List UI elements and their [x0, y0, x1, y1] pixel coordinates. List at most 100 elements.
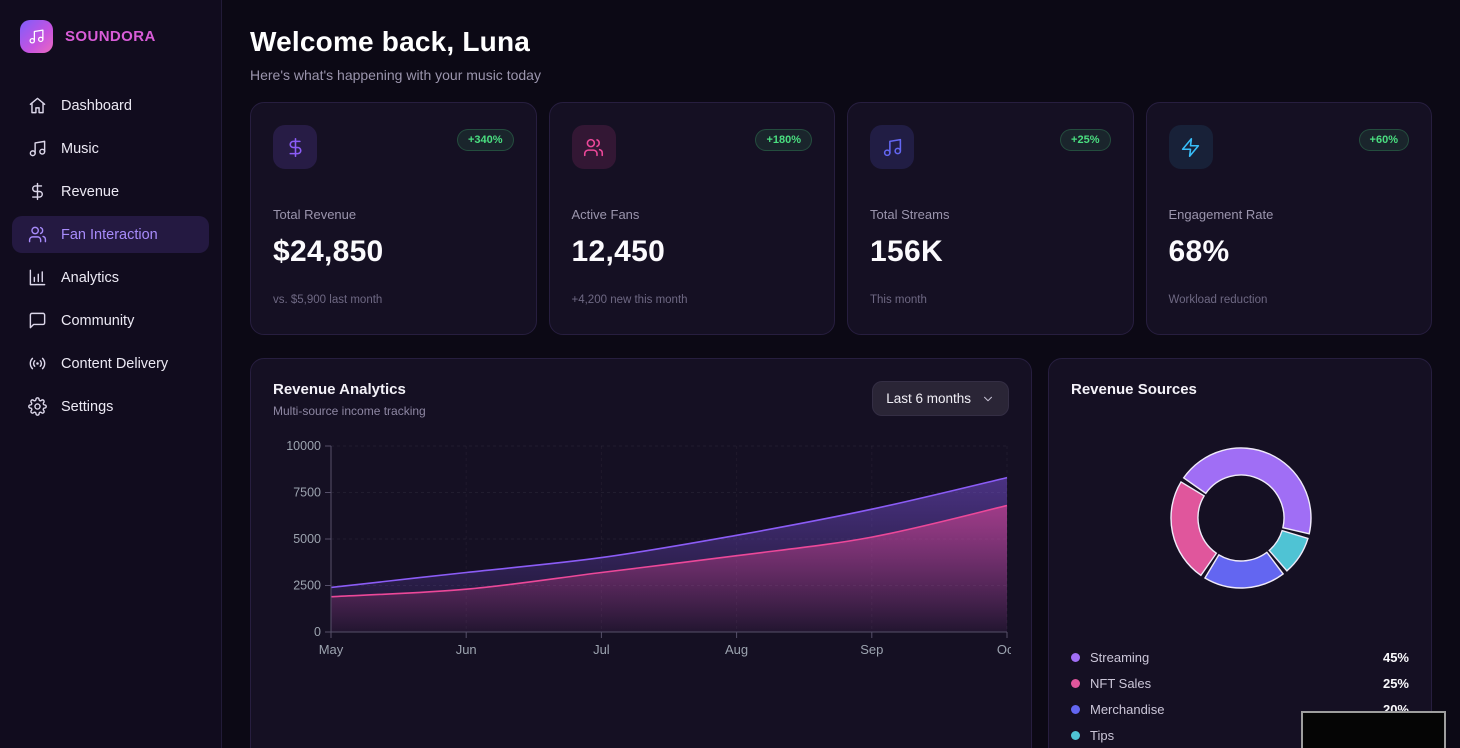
sidebar-item-label: Community — [61, 312, 135, 329]
growth-badge: +60% — [1358, 129, 1409, 151]
revenue-sources-donut — [1071, 406, 1409, 639]
sidebar-item-settings[interactable]: Settings — [12, 388, 209, 425]
revenue-analytics-title: Revenue Analytics — [273, 381, 406, 398]
date-range-value: Last 6 months — [886, 391, 971, 406]
bar-chart-icon — [28, 268, 47, 287]
home-icon — [28, 96, 47, 115]
revenue-sources-card: Revenue Sources Streaming 45% NFT Sales 25%… — [1048, 358, 1432, 748]
sidebar-item-content-delivery[interactable]: Content Delivery — [12, 345, 209, 382]
svg-text:Oct: Oct — [997, 642, 1011, 657]
sidebar-item-music[interactable]: Music — [12, 130, 209, 167]
stat-subtext: Workload reduction — [1168, 294, 1268, 306]
brand-name: SOUNDORA — [65, 28, 156, 45]
stat-card-top: +25% — [870, 125, 1111, 169]
donut-slice-streaming — [1182, 447, 1312, 535]
stat-subtext: +4,200 new this month — [571, 294, 688, 306]
svg-text:Jul: Jul — [593, 642, 610, 657]
revenue-analytics-header: Revenue Analytics Multi-source income tr… — [273, 381, 1009, 418]
revenue-area-chart: 0 2500 5000 7500 10000 May Jun Jul Aug Sep Oct — [273, 434, 1017, 671]
sidebar-item-label: Revenue — [61, 183, 120, 200]
donut-slice-nft-sales — [1170, 480, 1218, 577]
overlay-artifact-box — [1301, 711, 1446, 748]
sidebar-item-fan-interaction[interactable]: Fan Interaction — [12, 216, 209, 253]
sidebar-item-label: Dashboard — [61, 97, 132, 114]
legend-dot-icon — [1071, 653, 1080, 662]
chevron-down-icon — [981, 392, 995, 406]
svg-text:10000: 10000 — [286, 439, 321, 453]
svg-text:Aug: Aug — [725, 642, 748, 657]
sidebar-item-label: Analytics — [61, 269, 120, 286]
donut-slice-merchandise — [1203, 551, 1285, 589]
svg-text:7500: 7500 — [293, 486, 321, 500]
sidebar-item-community[interactable]: Community — [12, 302, 209, 339]
stat-label: Engagement Rate — [1168, 207, 1274, 222]
main-content: Welcome back, Luna Here's what's happeni… — [222, 0, 1460, 748]
revenue-analytics-subtitle: Multi-source income tracking — [273, 404, 426, 418]
svg-text:May: May — [319, 642, 344, 657]
message-icon — [28, 311, 47, 330]
svg-text:2500: 2500 — [293, 579, 321, 593]
legend-label: NFT Sales — [1090, 676, 1152, 691]
stat-value: $24,850 — [273, 235, 384, 268]
charts-row: Revenue Analytics Multi-source income tr… — [250, 358, 1432, 748]
broadcast-icon — [28, 354, 47, 373]
sidebar: SOUNDORA Dashboard Music Revenue Fan Intera… — [0, 0, 222, 748]
sidebar-item-label: Fan Interaction — [61, 226, 158, 243]
legend-value: 25% — [1382, 676, 1409, 691]
legend-label: Merchandise — [1090, 702, 1165, 717]
legend-dot-icon — [1071, 705, 1080, 714]
stat-value: 156K — [870, 235, 943, 268]
svg-text:Sep: Sep — [860, 642, 883, 657]
stats-row: +340% Total Revenue $24,850 vs. $5,900 last… — [250, 102, 1432, 335]
stat-card-active-fans: +180% Active Fans 12,450 +4,200 new this mo… — [548, 102, 835, 335]
sidebar-nav: Dashboard Music Revenue Fan Interaction Anal… — [12, 87, 209, 425]
sidebar-item-dashboard[interactable]: Dashboard — [12, 87, 209, 124]
donut-slice-tips — [1268, 529, 1309, 572]
users-icon — [28, 225, 47, 244]
dollar-icon — [28, 182, 47, 201]
stat-card-top: +60% — [1168, 125, 1409, 169]
svg-text:0: 0 — [314, 625, 321, 639]
legend-value: 45% — [1382, 650, 1409, 665]
page-title: Welcome back, Luna — [250, 26, 531, 57]
revenue-analytics-card: Revenue Analytics Multi-source income tr… — [250, 358, 1032, 748]
growth-badge: +180% — [755, 129, 812, 151]
users-icon — [571, 125, 616, 169]
sidebar-item-label: Music — [61, 140, 99, 157]
legend-dot-icon — [1071, 679, 1080, 688]
sidebar-item-label: Settings — [61, 398, 114, 415]
music-icon — [28, 139, 47, 158]
growth-badge: +340% — [456, 129, 514, 151]
music-note-logo-icon — [20, 20, 53, 53]
legend-row-streaming: Streaming 45% — [1071, 650, 1409, 665]
stat-label: Total Streams — [870, 207, 950, 222]
stat-subtext: vs. $5,900 last month — [273, 294, 383, 306]
stat-card-top: +340% — [273, 125, 514, 169]
music-icon — [870, 125, 914, 169]
sidebar-item-analytics[interactable]: Analytics — [12, 259, 209, 296]
stat-subtext: This month — [870, 294, 927, 306]
stat-label: Total Revenue — [273, 207, 357, 222]
legend-label: Streaming — [1090, 650, 1150, 665]
legend-dot-icon — [1071, 731, 1080, 740]
sidebar-item-revenue[interactable]: Revenue — [12, 173, 209, 210]
stat-value: 68% — [1168, 235, 1230, 268]
stat-card-top: +180% — [571, 125, 812, 169]
stat-label: Active Fans — [571, 207, 640, 222]
date-range-select[interactable]: Last 6 months — [872, 381, 1009, 416]
gear-icon — [28, 397, 47, 416]
stat-card-total-revenue: +340% Total Revenue $24,850 vs. $5,900 last… — [250, 102, 537, 335]
stat-value: 12,450 — [571, 235, 666, 268]
stat-card-total-streams: +25% Total Streams 156K This month — [847, 102, 1134, 335]
brand: SOUNDORA — [12, 18, 209, 57]
page-subtitle: Here's what's happening with your music … — [250, 67, 541, 83]
sidebar-item-label: Content Delivery — [61, 355, 169, 372]
svg-text:Jun: Jun — [456, 642, 477, 657]
legend-row-nft-sales: NFT Sales 25% — [1071, 676, 1409, 691]
legend-label: Tips — [1090, 728, 1115, 743]
dollar-icon — [273, 125, 317, 169]
zap-icon — [1168, 125, 1213, 169]
svg-text:5000: 5000 — [293, 532, 321, 546]
stat-card-engagement-rate: +60% Engagement Rate 68% Workload reduction — [1145, 102, 1432, 335]
